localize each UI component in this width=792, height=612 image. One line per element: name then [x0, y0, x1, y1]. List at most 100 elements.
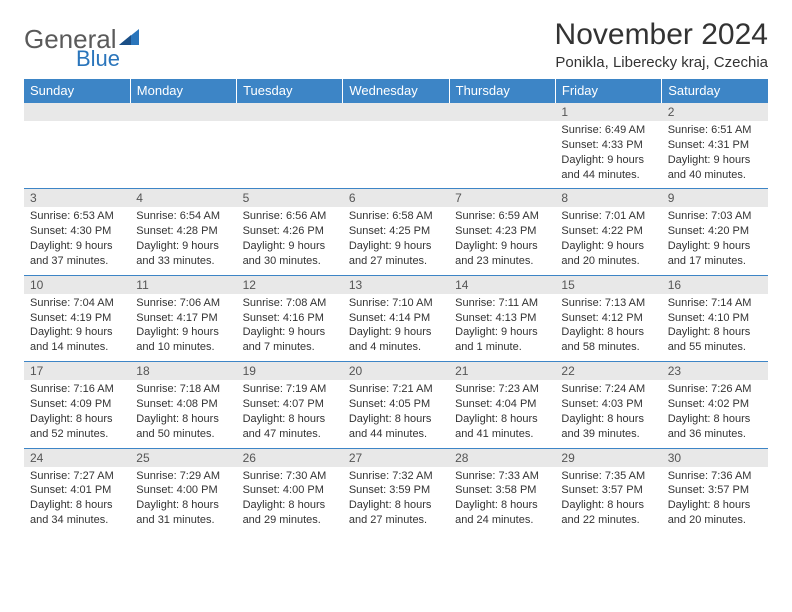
day-detail-line: and 27 minutes.: [349, 254, 443, 269]
day-detail-cell: Sunrise: 7:13 AMSunset: 4:12 PMDaylight:…: [555, 294, 661, 362]
day-number-cell: [343, 103, 449, 122]
day-detail-cell: Sunrise: 7:36 AMSunset: 3:57 PMDaylight:…: [662, 467, 768, 534]
day-detail-line: Daylight: 9 hours: [136, 239, 230, 254]
detail-row: Sunrise: 7:27 AMSunset: 4:01 PMDaylight:…: [24, 467, 768, 534]
day-detail-line: and 20 minutes.: [668, 513, 762, 528]
day-detail-line: Sunrise: 7:33 AM: [455, 469, 549, 484]
day-detail-line: Sunrise: 7:18 AM: [136, 382, 230, 397]
day-number-cell: 12: [237, 275, 343, 294]
day-detail-line: Daylight: 8 hours: [30, 412, 124, 427]
day-detail-line: and 23 minutes.: [455, 254, 549, 269]
day-detail-cell: Sunrise: 7:16 AMSunset: 4:09 PMDaylight:…: [24, 380, 130, 448]
page: General Blue November 2024 Ponikla, Libe…: [0, 0, 792, 552]
day-detail-line: and 27 minutes.: [349, 513, 443, 528]
day-detail-line: and 55 minutes.: [668, 340, 762, 355]
day-detail-line: and 22 minutes.: [561, 513, 655, 528]
day-detail-line: Sunset: 3:59 PM: [349, 483, 443, 498]
daynum-row: 24252627282930: [24, 448, 768, 467]
day-detail-line: Daylight: 8 hours: [668, 325, 762, 340]
day-detail-line: and 41 minutes.: [455, 427, 549, 442]
day-detail-cell: Sunrise: 7:04 AMSunset: 4:19 PMDaylight:…: [24, 294, 130, 362]
day-detail-line: and 39 minutes.: [561, 427, 655, 442]
day-detail-cell: Sunrise: 6:56 AMSunset: 4:26 PMDaylight:…: [237, 207, 343, 275]
day-detail-line: Sunrise: 7:24 AM: [561, 382, 655, 397]
day-detail-line: Daylight: 8 hours: [561, 325, 655, 340]
day-detail-cell: Sunrise: 7:29 AMSunset: 4:00 PMDaylight:…: [130, 467, 236, 534]
day-detail-cell: Sunrise: 7:06 AMSunset: 4:17 PMDaylight:…: [130, 294, 236, 362]
day-number-cell: 30: [662, 448, 768, 467]
day-detail-line: Daylight: 8 hours: [349, 412, 443, 427]
day-number-cell: 14: [449, 275, 555, 294]
day-detail-cell: Sunrise: 7:23 AMSunset: 4:04 PMDaylight:…: [449, 380, 555, 448]
day-header: Saturday: [662, 79, 768, 103]
day-detail-line: Daylight: 8 hours: [349, 498, 443, 513]
day-number-cell: 26: [237, 448, 343, 467]
day-number-cell: 27: [343, 448, 449, 467]
day-number-cell: 28: [449, 448, 555, 467]
day-detail-line: and 37 minutes.: [30, 254, 124, 269]
day-number-cell: 16: [662, 275, 768, 294]
day-detail-line: Sunrise: 7:26 AM: [668, 382, 762, 397]
day-number-cell: 15: [555, 275, 661, 294]
day-detail-line: Sunrise: 6:49 AM: [561, 123, 655, 138]
day-detail-line: and 36 minutes.: [668, 427, 762, 442]
day-detail-line: Daylight: 9 hours: [668, 153, 762, 168]
day-detail-line: Sunset: 4:22 PM: [561, 224, 655, 239]
location: Ponikla, Liberecky kraj, Czechia: [555, 54, 768, 71]
day-detail-line: Daylight: 8 hours: [668, 498, 762, 513]
day-detail-line: Sunrise: 6:58 AM: [349, 209, 443, 224]
day-detail-line: Daylight: 8 hours: [668, 412, 762, 427]
day-detail-cell: Sunrise: 7:32 AMSunset: 3:59 PMDaylight:…: [343, 467, 449, 534]
day-detail-line: Sunrise: 7:27 AM: [30, 469, 124, 484]
day-number-cell: 23: [662, 362, 768, 381]
day-detail-line: Sunrise: 7:23 AM: [455, 382, 549, 397]
day-detail-cell: Sunrise: 7:10 AMSunset: 4:14 PMDaylight:…: [343, 294, 449, 362]
day-number-cell: 9: [662, 189, 768, 208]
day-detail-line: Sunrise: 6:51 AM: [668, 123, 762, 138]
day-number-cell: 18: [130, 362, 236, 381]
day-detail-line: Sunset: 4:33 PM: [561, 138, 655, 153]
detail-row: Sunrise: 6:53 AMSunset: 4:30 PMDaylight:…: [24, 207, 768, 275]
day-number-cell: 22: [555, 362, 661, 381]
day-detail-line: Sunset: 4:30 PM: [30, 224, 124, 239]
day-detail-line: Daylight: 8 hours: [136, 498, 230, 513]
day-detail-line: Daylight: 9 hours: [668, 239, 762, 254]
day-detail-line: Sunset: 4:23 PM: [455, 224, 549, 239]
day-detail-line: Sunset: 4:02 PM: [668, 397, 762, 412]
day-header: Sunday: [24, 79, 130, 103]
day-detail-line: Sunset: 4:00 PM: [136, 483, 230, 498]
day-detail-line: Daylight: 9 hours: [30, 239, 124, 254]
day-detail-cell: Sunrise: 6:53 AMSunset: 4:30 PMDaylight:…: [24, 207, 130, 275]
day-detail-line: Sunrise: 7:32 AM: [349, 469, 443, 484]
day-detail-cell: [130, 121, 236, 189]
day-detail-line: Daylight: 8 hours: [243, 412, 337, 427]
brand-sail-icon: [119, 27, 141, 52]
detail-row: Sunrise: 7:04 AMSunset: 4:19 PMDaylight:…: [24, 294, 768, 362]
day-detail-cell: [449, 121, 555, 189]
day-detail-line: Daylight: 9 hours: [349, 239, 443, 254]
day-detail-line: Daylight: 9 hours: [561, 239, 655, 254]
day-number-cell: 20: [343, 362, 449, 381]
day-detail-line: Sunrise: 7:01 AM: [561, 209, 655, 224]
day-detail-line: Sunrise: 6:59 AM: [455, 209, 549, 224]
day-detail-cell: [237, 121, 343, 189]
daynum-row: 3456789: [24, 189, 768, 208]
day-number-cell: 13: [343, 275, 449, 294]
day-detail-cell: Sunrise: 7:21 AMSunset: 4:05 PMDaylight:…: [343, 380, 449, 448]
day-number-cell: 10: [24, 275, 130, 294]
day-detail-line: Sunset: 4:20 PM: [668, 224, 762, 239]
day-detail-line: Daylight: 9 hours: [455, 325, 549, 340]
day-detail-line: and 44 minutes.: [561, 168, 655, 183]
day-detail-line: Daylight: 8 hours: [243, 498, 337, 513]
calendar-table: Sunday Monday Tuesday Wednesday Thursday…: [24, 79, 768, 534]
day-header: Friday: [555, 79, 661, 103]
day-detail-cell: [24, 121, 130, 189]
day-number-cell: 25: [130, 448, 236, 467]
day-detail-line: Daylight: 8 hours: [561, 412, 655, 427]
detail-row: Sunrise: 7:16 AMSunset: 4:09 PMDaylight:…: [24, 380, 768, 448]
day-detail-line: Daylight: 8 hours: [561, 498, 655, 513]
day-detail-line: Sunset: 4:08 PM: [136, 397, 230, 412]
day-number-cell: [449, 103, 555, 122]
day-detail-line: and 7 minutes.: [243, 340, 337, 355]
day-detail-line: and 30 minutes.: [243, 254, 337, 269]
